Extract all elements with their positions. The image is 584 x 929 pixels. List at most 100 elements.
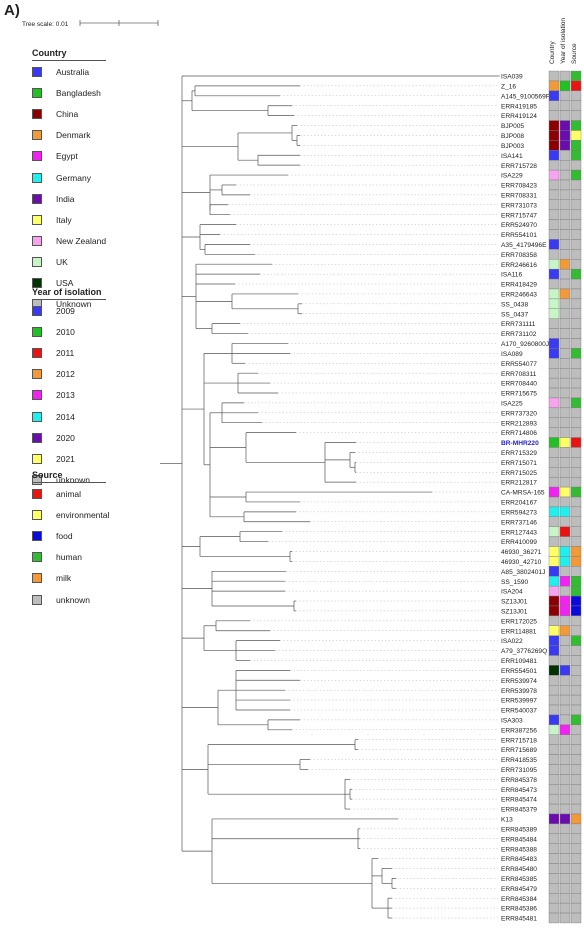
annotation-cell	[548, 793, 560, 805]
annotation-cell	[548, 823, 560, 834]
legend-item: 2010	[32, 326, 75, 338]
annotation-cell	[548, 526, 560, 537]
annotation-cell	[559, 417, 571, 428]
annotation-cell	[548, 437, 560, 448]
taxon-label: SS_0437	[501, 311, 528, 318]
taxon-label: ERR127443	[501, 529, 537, 536]
legend-label: food	[56, 531, 73, 542]
taxon-label: ERR737146	[501, 519, 537, 526]
annotation-cell	[559, 724, 571, 735]
taxon-label: ERR845389	[501, 826, 537, 833]
annotation-cell	[548, 358, 560, 369]
annotation-cell	[548, 169, 560, 181]
taxon-label: ERR539997	[501, 698, 537, 705]
annotation-cell	[570, 150, 582, 161]
legend-swatch	[32, 411, 42, 422]
annotation-cell	[570, 110, 582, 121]
taxon-label: ERR731073	[501, 202, 537, 209]
annotation-cell	[548, 259, 560, 270]
taxon-label: 46930_36271	[501, 549, 542, 556]
annotation-cell	[559, 110, 571, 121]
taxon-label: A145_9100569P	[501, 93, 551, 100]
legend-item: unknown	[32, 594, 90, 606]
legend-label: Germany	[56, 172, 91, 183]
annotation-cell	[559, 734, 571, 745]
annotation-cell	[570, 902, 582, 914]
legend-swatch	[32, 432, 42, 443]
annotation-cell	[548, 724, 560, 735]
annotation-cell	[559, 704, 571, 716]
legend-swatch	[32, 235, 42, 246]
annotation-cell	[570, 685, 582, 696]
annotation-cell	[570, 714, 582, 726]
taxon-label-highlighted: BR-MHR220	[501, 440, 539, 447]
annotation-cell	[548, 863, 560, 874]
annotation-cell	[559, 476, 571, 488]
taxon-label: BJP005	[501, 123, 524, 130]
annotation-cell	[559, 358, 571, 369]
annotation-cell	[559, 219, 571, 230]
annotation-cell	[570, 239, 582, 250]
taxon-label: ERR845379	[501, 807, 537, 814]
annotation-cell	[559, 556, 571, 567]
annotation-cell	[548, 219, 560, 230]
annotation-cell	[559, 764, 571, 775]
taxon-label: ERR845479	[501, 886, 537, 893]
annotation-cell	[548, 566, 560, 577]
annotation-cell	[559, 873, 571, 884]
annotation-cell	[559, 793, 571, 805]
legend-swatch	[32, 256, 42, 267]
taxon-label: ISA022	[501, 638, 523, 645]
legend-swatch	[32, 172, 42, 183]
annotation-cell	[570, 526, 582, 537]
legend-item: 2014	[32, 411, 75, 423]
annotation-cell	[570, 397, 582, 409]
annotation-cell	[559, 546, 571, 557]
annotation-cell	[559, 120, 571, 131]
annotation-cell	[570, 873, 582, 884]
annotation-cell	[559, 714, 571, 726]
taxon-label: A35_4179496E	[501, 242, 547, 249]
annotation-cell	[548, 288, 560, 300]
annotation-cell	[559, 675, 571, 686]
annotation-cell	[559, 249, 571, 260]
taxon-label: ERR708423	[501, 183, 537, 190]
annotation-cell	[559, 863, 571, 874]
annotation-cell	[559, 486, 571, 498]
legend-swatch	[32, 193, 42, 204]
taxon-label: ERR845484	[501, 836, 537, 843]
annotation-cell	[548, 843, 560, 854]
annotation-cell	[548, 734, 560, 745]
taxon-label: ERR845481	[501, 916, 537, 923]
annotation-cell	[559, 229, 571, 240]
taxon-label: ERR845386	[501, 906, 537, 913]
taxon-label: ERR731095	[501, 767, 537, 774]
legend-label: animal	[56, 489, 82, 499]
annotation-cell	[548, 546, 560, 557]
annotation-cell	[548, 318, 560, 329]
annotation-cell	[570, 506, 582, 518]
legend-label: unknown	[56, 474, 91, 485]
annotation-cell	[570, 675, 582, 686]
legend-label: 2010	[56, 327, 75, 338]
annotation-cell	[548, 209, 560, 220]
annotation-cell	[559, 189, 571, 201]
annotation-cell	[559, 199, 571, 210]
panel-label: A)	[4, 2, 20, 19]
annotation-cell	[559, 209, 571, 220]
annotation-cell	[548, 496, 560, 508]
annotation-cell	[570, 774, 582, 785]
annotation-cell	[548, 110, 560, 121]
legend-swatch	[32, 348, 42, 359]
annotation-cell	[570, 298, 582, 309]
annotation-cell	[548, 427, 560, 438]
legend-item: 2011	[32, 347, 74, 359]
annotation-cell	[559, 278, 571, 290]
taxon-label: ISA225	[501, 400, 523, 407]
legend-swatch	[32, 510, 42, 521]
annotation-cell	[559, 437, 571, 448]
annotation-cell	[548, 338, 560, 349]
taxon-label: ERR715728	[501, 163, 537, 170]
annotation-cell	[559, 774, 571, 785]
taxon-label: ERR845480	[501, 866, 537, 873]
